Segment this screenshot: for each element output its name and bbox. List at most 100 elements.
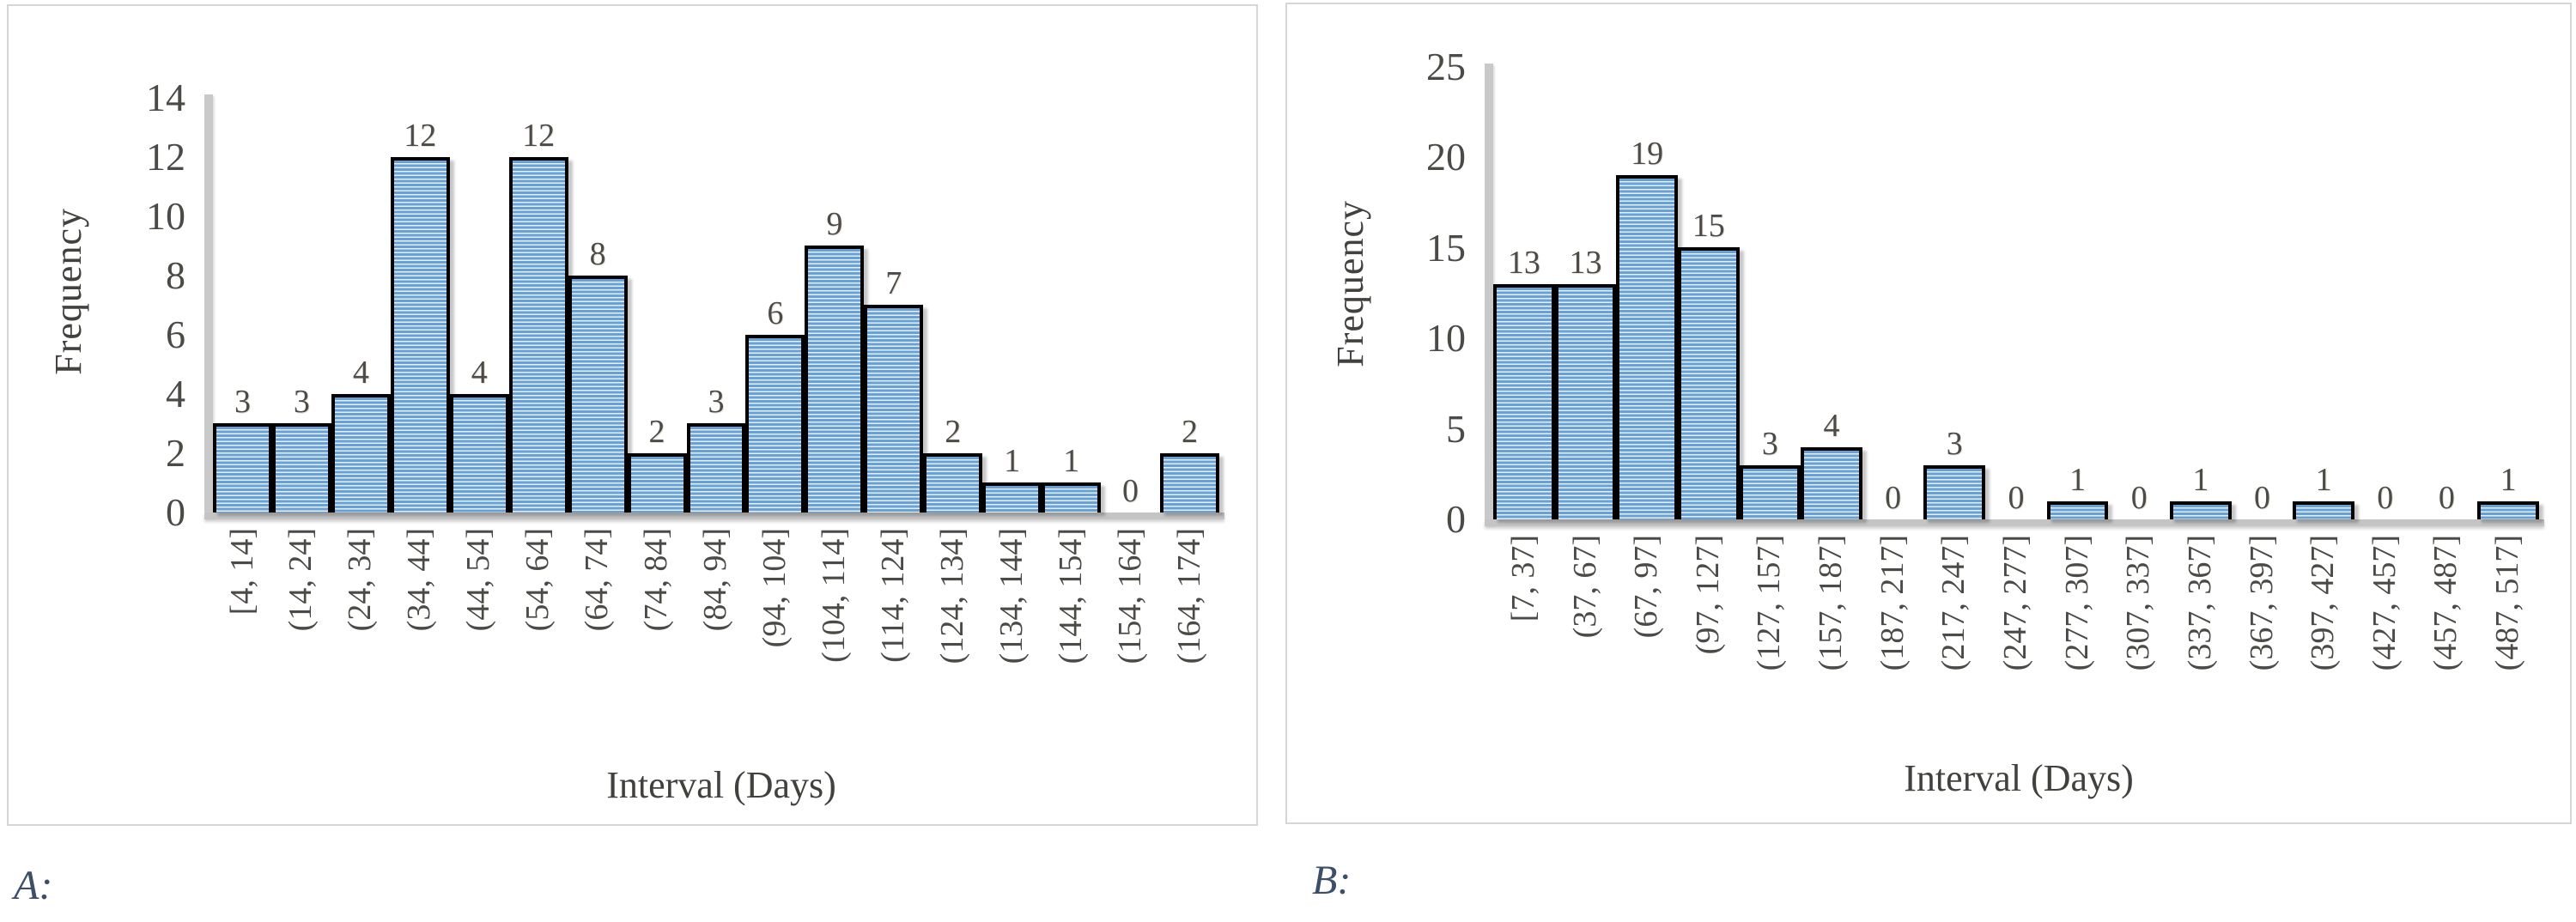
bar-slot: 13: [1493, 5, 1555, 519]
bar-slot: 2: [923, 36, 983, 513]
x-tick-cell: (247, 277]: [1985, 535, 2047, 670]
bar-slot: 19: [1616, 5, 1678, 519]
bar-value-label: 0: [2008, 480, 2025, 516]
x-tick-cell: (104, 114]: [805, 528, 864, 664]
histogram-bar: [1677, 247, 1740, 519]
x-tick-cell: (164, 174]: [1160, 528, 1219, 664]
histogram-bar: [2170, 501, 2232, 519]
histogram-bar: [2477, 501, 2539, 519]
x-tick-label: (277, 307]: [2058, 535, 2095, 671]
y-tick-label: 0: [166, 490, 185, 534]
bar-value-label: 2: [1181, 414, 1198, 450]
x-tick-cell: (487, 517]: [2477, 535, 2539, 670]
bar-value-label: 13: [1507, 245, 1540, 281]
y-tick-label: 8: [166, 253, 185, 297]
x-tick-label: [7, 37]: [1504, 535, 1541, 622]
x-tick-cell: (124, 134]: [923, 528, 982, 664]
panel-chart-b: Frequency 0 5 10 15 20 25 13 13 19 15 3 4 0 3 0 1 0 1 0 1 0 0…: [1285, 3, 2572, 824]
histogram-bar: [923, 453, 983, 513]
x-tick-label: (114, 124]: [874, 528, 911, 663]
y-axis-line: [1485, 64, 1493, 525]
x-tick-cell: (97, 127]: [1678, 535, 1740, 670]
histogram-bar: [1739, 465, 1801, 519]
x-tick-label: (247, 277]: [1997, 535, 2033, 671]
bar-value-label: 3: [293, 384, 310, 420]
histogram-bar: [627, 453, 687, 513]
histogram-bar: [1801, 447, 1862, 519]
x-tick-cell: (67, 97]: [1616, 535, 1678, 670]
bar-slot: 1: [2046, 5, 2109, 519]
x-axis-title-b: Interval (Days): [1904, 757, 2134, 799]
x-tick-cell: [4, 14]: [213, 528, 272, 664]
x-tick-label: (97, 127]: [1689, 535, 1726, 655]
bar-slot: 3: [686, 36, 746, 513]
bar-value-label: 6: [767, 295, 784, 331]
bar-value-label: 2: [648, 414, 665, 450]
y-tick-label: 6: [166, 312, 185, 356]
histogram-b: 0 5 10 15 20 25 13 13 19 15 3 4 0 3 0 1 0 1 0 1 0 0 1 [7, 37] (3…: [1287, 4, 2570, 822]
y-tick-label: 12: [146, 135, 185, 179]
bar-value-label: 13: [1569, 245, 1602, 281]
bar-value-label: 4: [352, 355, 369, 391]
bar-value-label: 1: [2315, 462, 2332, 498]
x-tick-cell: (427, 457]: [2354, 535, 2416, 670]
x-tick-cell: (397, 427]: [2293, 535, 2354, 670]
x-tick-cell: (157, 187]: [1801, 535, 1862, 670]
bar-slot: 1: [2170, 5, 2232, 519]
bar-value-label: 8: [589, 236, 606, 272]
y-tick-label: 14: [146, 76, 185, 119]
bar-slot: 3: [213, 36, 272, 513]
bar-value-label: 1: [2192, 462, 2209, 498]
x-tick-label: (367, 397]: [2243, 535, 2280, 671]
bar-value-label: 1: [2069, 462, 2087, 498]
bar-slot: 12: [390, 36, 450, 513]
histogram-bar: [1493, 284, 1555, 519]
bar-slot: 3: [271, 36, 331, 513]
histogram-bar: [1554, 284, 1617, 519]
x-ticks-row: [4, 14] (14, 24] (24, 34] (34, 44] (44, 54] (…: [213, 528, 1219, 664]
bar-value-label: 3: [1761, 426, 1778, 462]
histogram-bar: [982, 482, 1042, 513]
x-tick-cell: (14, 24]: [272, 528, 331, 664]
x-tick-label: (427, 457]: [2366, 535, 2403, 671]
x-tick-label: (217, 247]: [1935, 535, 1972, 671]
x-tick-cell: (24, 34]: [331, 528, 391, 664]
histogram-bar: [745, 335, 805, 513]
histogram-bar: [1923, 465, 1986, 519]
x-tick-label: (164, 174]: [1170, 528, 1207, 664]
bar-value-label: 3: [234, 384, 251, 420]
histogram-bar: [331, 394, 391, 513]
x-tick-label: (14, 24]: [283, 528, 319, 632]
y-tick-label: 5: [1446, 407, 1466, 451]
bar-slot: 0: [1985, 5, 2047, 519]
histogram-bar: [508, 157, 568, 513]
x-tick-cell: (127, 157]: [1740, 535, 1801, 670]
y-tick-label: 4: [166, 372, 185, 416]
bar-slot: 0: [2108, 5, 2170, 519]
x-tick-label: (94, 104]: [756, 528, 793, 648]
x-tick-label: (397, 427]: [2305, 535, 2342, 671]
x-tick-cell: (44, 54]: [450, 528, 509, 664]
x-tick-cell: (144, 154]: [1042, 528, 1101, 664]
bar-slot: 6: [745, 36, 805, 513]
y-tick-label: 20: [1426, 135, 1466, 179]
bar-slot: 15: [1677, 5, 1740, 519]
y-tick-label: 15: [1426, 226, 1466, 270]
bar-value-label: 0: [1122, 473, 1139, 509]
x-tick-cell: (114, 124]: [864, 528, 923, 664]
x-tick-cell: (154, 164]: [1101, 528, 1160, 664]
bar-slot: 1: [1042, 36, 1102, 513]
bars-row: 13 13 19 15 3 4 0 3 0 1 0 1 0 1 0 0 1: [1493, 5, 2539, 519]
bar-slot: 12: [508, 36, 568, 513]
x-tick-label: (84, 94]: [697, 528, 734, 632]
y-tick-label: 25: [1426, 45, 1466, 88]
x-axis-line: [204, 513, 1224, 519]
y-tick-label: 2: [166, 431, 185, 475]
x-tick-label: [4, 14]: [223, 528, 260, 616]
histogram-bar: [213, 423, 272, 513]
histogram-bar: [805, 246, 865, 513]
bar-value-label: 7: [885, 265, 902, 301]
x-tick-label: (24, 34]: [342, 528, 379, 632]
x-tick-cell: (74, 84]: [628, 528, 687, 664]
